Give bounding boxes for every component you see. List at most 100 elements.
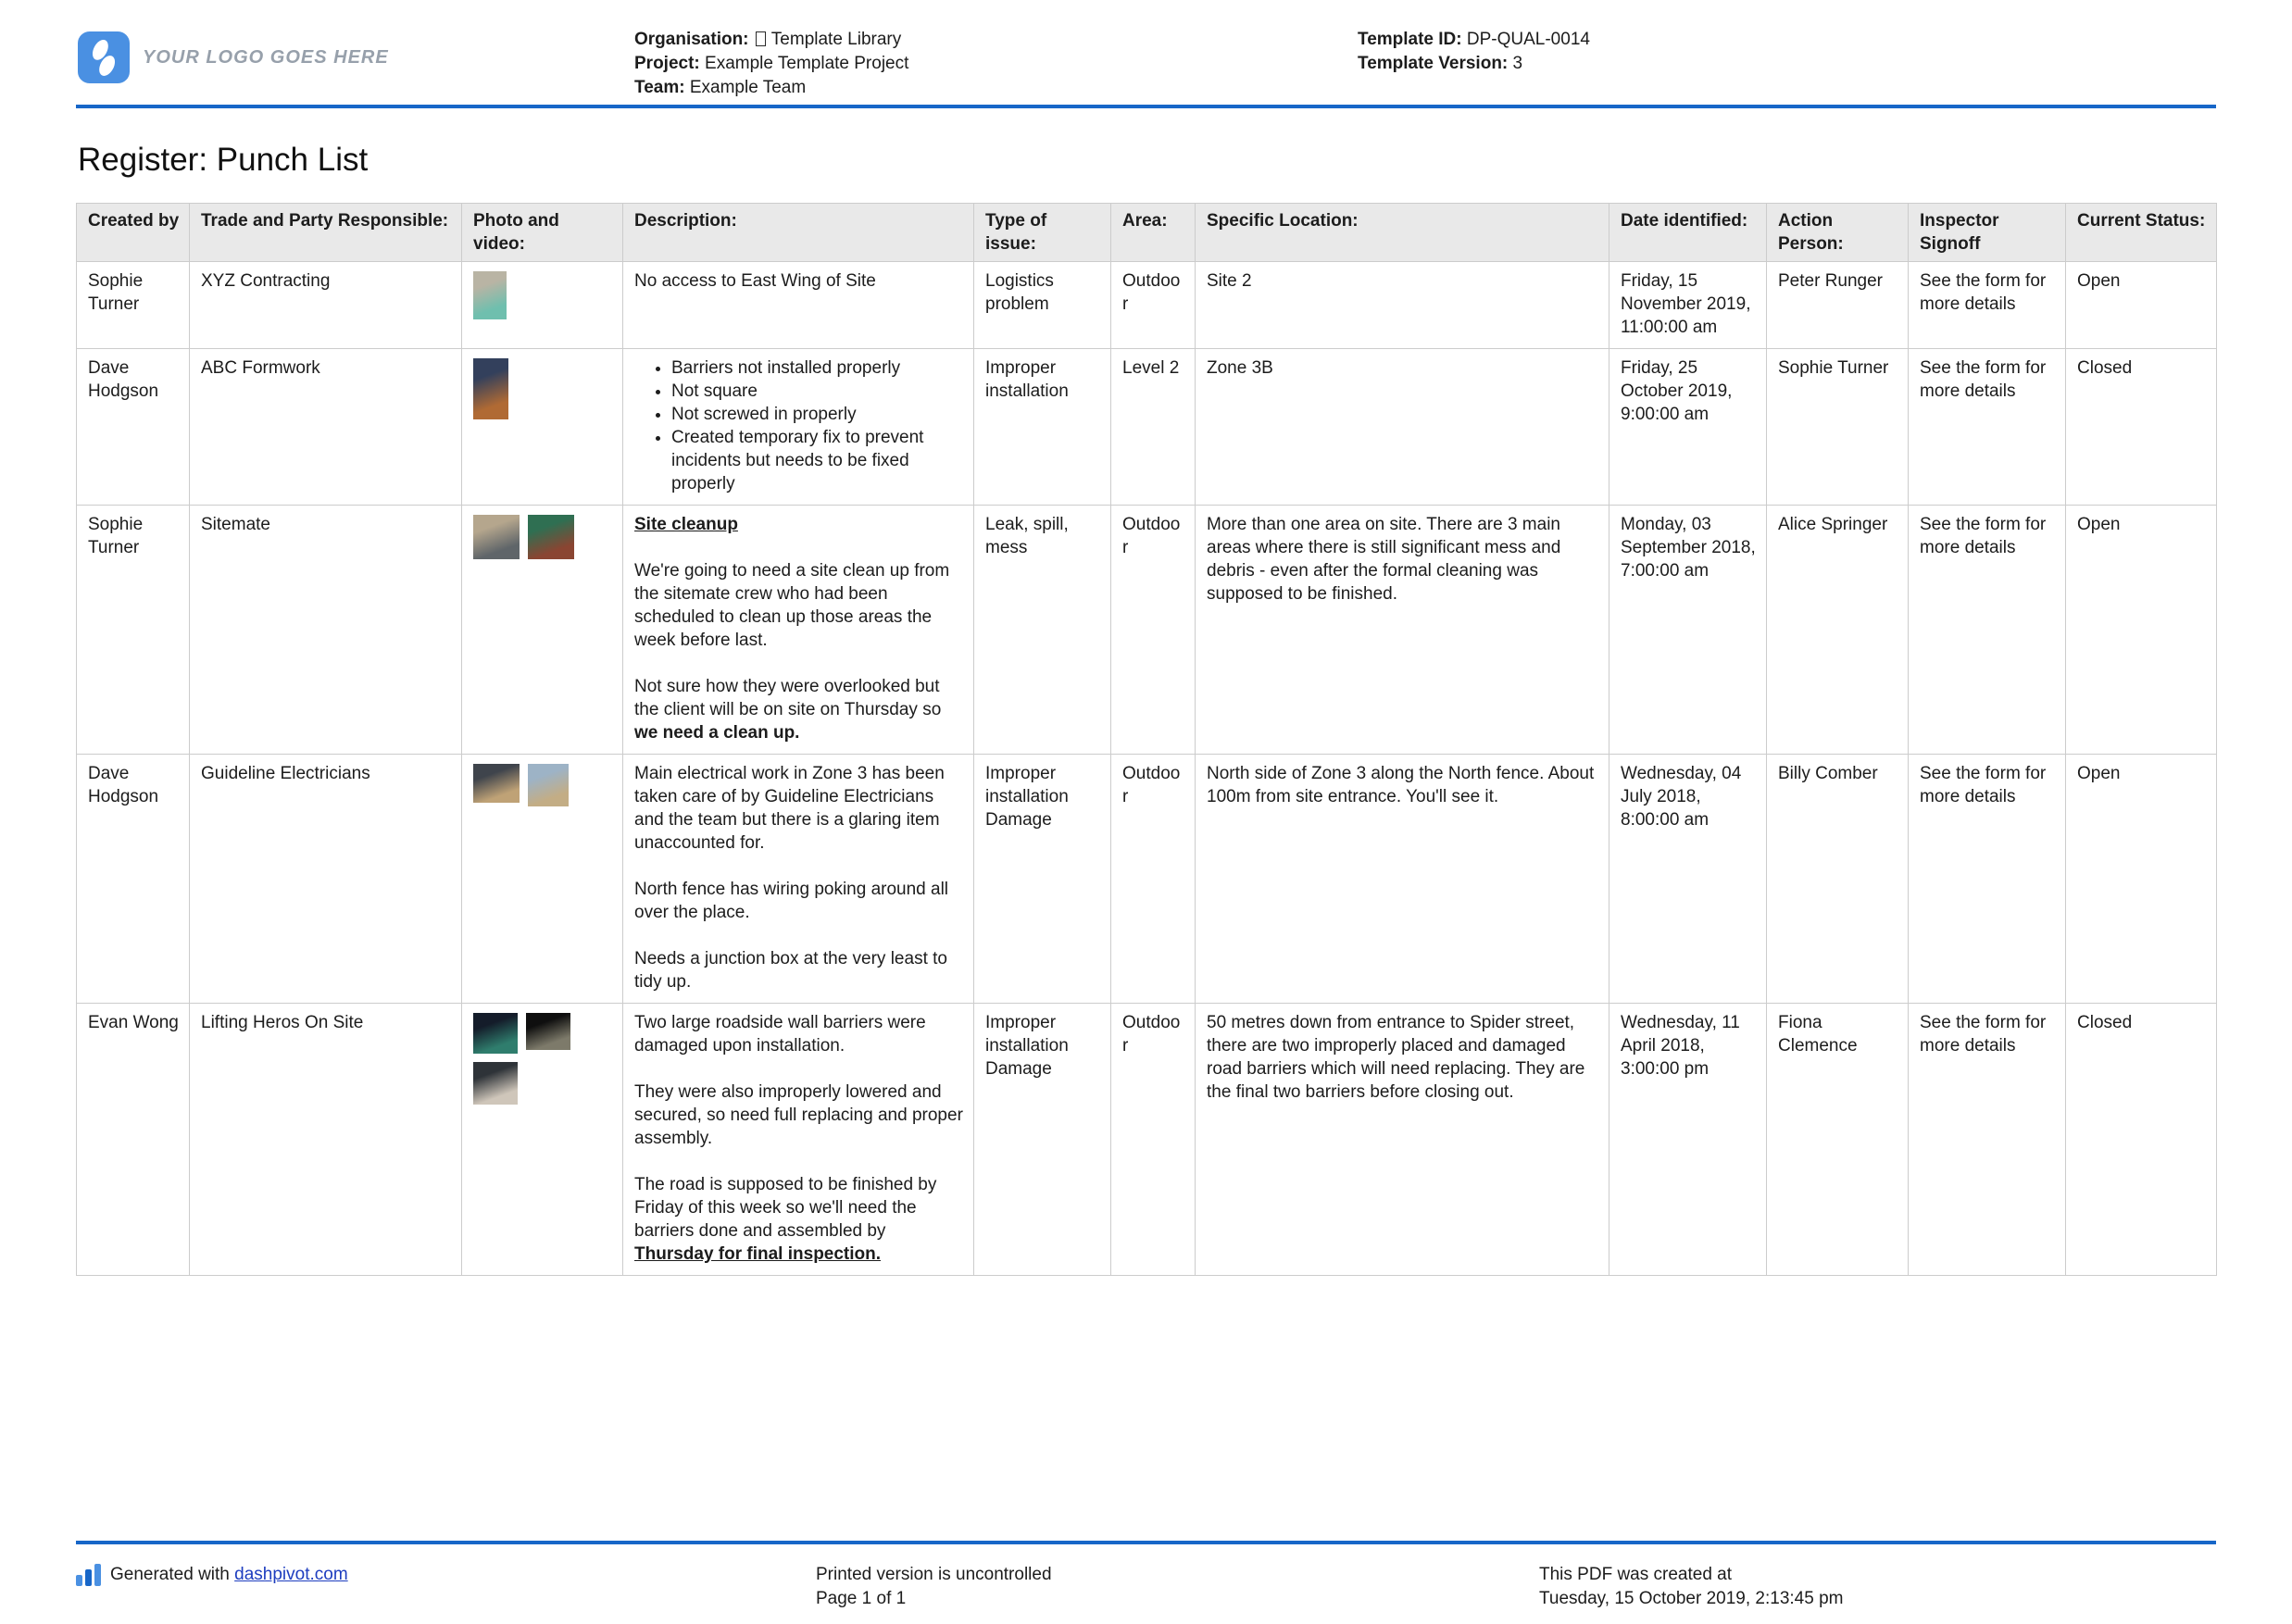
cell-type-of-issue: Leak, spill, mess: [973, 505, 1111, 755]
description-text: Main electrical work in Zone 3 has been …: [634, 764, 945, 853]
cell-type-of-issue: Improper installation: [973, 348, 1111, 506]
organisation-value: Template Library: [770, 30, 902, 49]
cell-date-identified: Wednesday, 04 July 2018, 8:00:00 am: [1609, 754, 1767, 1004]
footer-divider: [76, 1541, 2216, 1544]
night-crane-photo: [473, 1013, 518, 1054]
description-text: The road is supposed to be finished by F…: [634, 1175, 937, 1241]
team-label: Team:: [634, 78, 685, 97]
cell-created-by: Evan Wong: [76, 1003, 190, 1276]
cell-type-of-issue: Logistics problem: [973, 261, 1111, 349]
cell-photo-and-video: [461, 505, 623, 755]
cell-date-identified: Friday, 15 November 2019, 11:00:00 am: [1609, 261, 1767, 349]
dashpivot-bars-icon: [76, 1564, 101, 1586]
uncontrolled-note: Printed version is uncontrolled: [816, 1565, 1052, 1584]
cell-area: Outdoor: [1110, 1003, 1196, 1276]
header-divider: [76, 105, 2216, 108]
cell-date-identified: Wednesday, 11 April 2018, 3:00:00 pm: [1609, 1003, 1767, 1276]
missing-glyph-box: [755, 31, 766, 46]
template-id-line: Template ID: DP-QUAL-0014: [1358, 28, 1590, 52]
cell-current-status: Open: [2065, 261, 2217, 349]
description-bullet-item: Created temporary fix to prevent inciden…: [671, 426, 964, 495]
cell-specific-location: 50 metres down from entrance to Spider s…: [1195, 1003, 1609, 1276]
column-header-specific-location: Specific Location:: [1195, 203, 1609, 262]
cell-inspector-signoff: See the form for more details: [1908, 261, 2066, 349]
description-bullet-item: Not square: [671, 380, 964, 403]
footer-created-at: This PDF was created at Tuesday, 15 Octo…: [1539, 1563, 1843, 1611]
logo-block: YOUR LOGO GOES HERE: [78, 31, 389, 84]
cell-inspector-signoff: See the form for more details: [1908, 505, 2066, 755]
cell-inspector-signoff: See the form for more details: [1908, 754, 2066, 1004]
cell-description: Barriers not installed properlyNot squar…: [622, 348, 974, 506]
column-header-date-identified: Date identified:: [1609, 203, 1767, 262]
column-header-created-by: Created by: [76, 203, 190, 262]
cell-action-person: Peter Runger: [1766, 261, 1909, 349]
pole-debris-photo: [473, 515, 520, 559]
description-paragraph: We're going to need a site clean up from…: [634, 559, 964, 652]
dashpivot-link[interactable]: dashpivot.com: [234, 1565, 348, 1584]
formwork-sky-photo: [473, 358, 508, 419]
cell-area: Outdoor: [1110, 754, 1196, 1004]
column-header-inspector-signoff: Inspector Signoff: [1908, 203, 2066, 262]
description-paragraph: Needs a junction box at the very least t…: [634, 947, 964, 993]
cell-trade-party-responsible: Sitemate: [189, 505, 462, 755]
cell-description: Main electrical work in Zone 3 has been …: [622, 754, 974, 1004]
logo-placeholder-text: YOUR LOGO GOES HERE: [143, 46, 389, 68]
cell-type-of-issue: Improper installation Damage: [973, 754, 1111, 1004]
cell-area: Level 2: [1110, 348, 1196, 506]
description-paragraph: Two large roadside wall barriers were da…: [634, 1011, 964, 1057]
photo-thumbnails: [473, 269, 613, 319]
template-version-value: 3: [1512, 54, 1523, 73]
cell-inspector-signoff: See the form for more details: [1908, 348, 2066, 506]
cell-trade-party-responsible: ABC Formwork: [189, 348, 462, 506]
description-text: We're going to need a site clean up from…: [634, 561, 950, 650]
description-bullet-item: Barriers not installed properly: [671, 356, 964, 380]
photo-thumbnails: [473, 1011, 613, 1105]
generated-with-text: Generated with: [110, 1565, 230, 1584]
project-line: Project: Example Template Project: [634, 52, 908, 76]
cell-date-identified: Friday, 25 October 2019, 9:00:00 am: [1609, 348, 1767, 506]
template-version-line: Template Version: 3: [1358, 52, 1590, 76]
description-paragraph: They were also improperly lowered and se…: [634, 1081, 964, 1150]
description-paragraph: Main electrical work in Zone 3 has been …: [634, 762, 964, 855]
template-version-label: Template Version:: [1358, 54, 1509, 73]
page-number: Page 1 of 1: [816, 1589, 907, 1608]
photo-thumbnails: [473, 356, 613, 419]
lowered-barrier-photo: [473, 1062, 518, 1105]
cell-area: Outdoor: [1110, 261, 1196, 349]
cell-specific-location: More than one area on site. There are 3 …: [1195, 505, 1609, 755]
project-value: Example Template Project: [705, 54, 909, 73]
punch-list-table: Created by Trade and Party Responsible: Ph…: [76, 203, 2217, 1276]
document-footer: Generated with dashpivot.com Printed ver…: [0, 1541, 2292, 1608]
cell-description: Two large roadside wall barriers were da…: [622, 1003, 974, 1276]
table-row: Sophie Turner XYZ Contracting No access to…: [76, 261, 2217, 349]
cell-date-identified: Monday, 03 September 2018, 7:00:00 am: [1609, 505, 1767, 755]
cell-photo-and-video: [461, 261, 623, 349]
cell-specific-location: Zone 3B: [1195, 348, 1609, 506]
cell-created-by: Sophie Turner: [76, 261, 190, 349]
mess-debris-photo: [528, 515, 574, 559]
cell-current-status: Closed: [2065, 1003, 2217, 1276]
cell-photo-and-video: [461, 754, 623, 1004]
template-id-label: Template ID:: [1358, 30, 1462, 49]
column-header-description: Description:: [622, 203, 974, 262]
description-text: They were also improperly lowered and se…: [634, 1082, 963, 1148]
description-text: Two large roadside wall barriers were da…: [634, 1013, 926, 1056]
table-header-row: Created by Trade and Party Responsible: Ph…: [76, 203, 2217, 262]
cell-current-status: Open: [2065, 754, 2217, 1004]
description-text: North fence has wiring poking around all…: [634, 880, 949, 922]
page-title: Register: Punch List: [78, 142, 369, 178]
description-paragraph: The road is supposed to be finished by F…: [634, 1173, 964, 1266]
cell-specific-location: North side of Zone 3 along the North fen…: [1195, 754, 1609, 1004]
template-id-value: DP-QUAL-0014: [1466, 30, 1590, 49]
document-header: YOUR LOGO GOES HERE Organisation: Templa…: [0, 0, 2292, 105]
project-info: Organisation: Template Library Project: …: [634, 28, 908, 100]
description-text: Not sure how they were overlooked but th…: [634, 677, 942, 719]
cell-photo-and-video: [461, 1003, 623, 1276]
cell-created-by: Sophie Turner: [76, 505, 190, 755]
cell-type-of-issue: Improper installation Damage: [973, 1003, 1111, 1276]
template-info: Template ID: DP-QUAL-0014 Template Versi…: [1358, 28, 1590, 76]
barrier-frame-photo: [526, 1013, 570, 1050]
footer-generated: Generated with dashpivot.com: [76, 1563, 348, 1587]
